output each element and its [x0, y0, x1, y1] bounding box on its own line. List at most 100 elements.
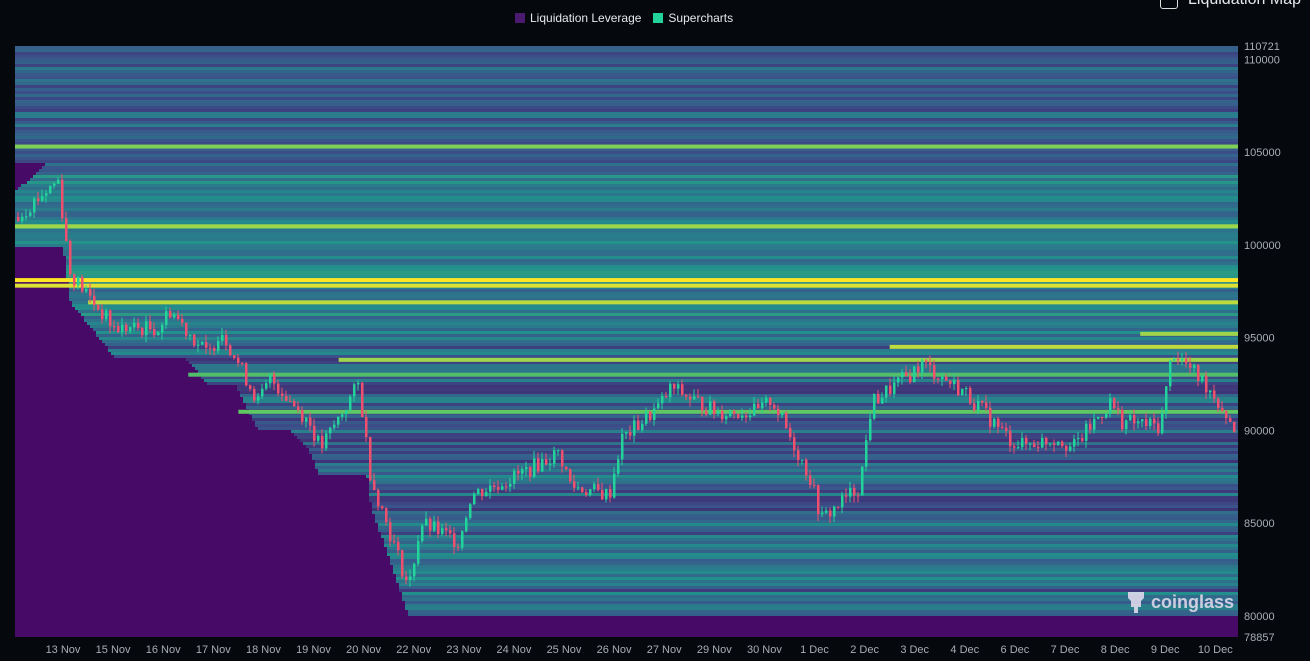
candle-body — [425, 518, 428, 526]
heatmap-row — [15, 64, 1238, 67]
heatmap-row — [258, 427, 1238, 430]
y-tick-label: 100000 — [1244, 240, 1281, 252]
candle-body — [609, 489, 612, 498]
legend-item-supercharts[interactable]: Supercharts — [653, 11, 733, 25]
candle-body — [949, 380, 952, 384]
heatmap-row — [15, 130, 1238, 133]
heatmap-row — [246, 406, 1238, 409]
candle-body — [29, 212, 32, 217]
candle-body — [801, 459, 804, 461]
candle-body — [573, 481, 576, 488]
candle-body — [1005, 427, 1008, 431]
candle-body — [245, 363, 248, 386]
candle-body — [253, 388, 256, 401]
y-tick-label: 95000 — [1244, 333, 1275, 345]
y-tick-label: 105000 — [1244, 147, 1281, 159]
candle-body — [989, 407, 992, 427]
heatmap-row — [15, 112, 1238, 115]
candle-body — [529, 466, 532, 477]
candle-body — [621, 433, 624, 460]
candle-body — [1013, 446, 1016, 448]
candle-body — [61, 179, 64, 219]
candle-body — [445, 528, 448, 531]
heatmap-row — [399, 586, 1238, 589]
candle-body — [909, 376, 912, 383]
candle-body — [1121, 409, 1124, 430]
heatmap-row — [369, 481, 1238, 484]
candle-body — [705, 410, 708, 415]
candle-body — [197, 344, 200, 346]
candle-body — [669, 383, 672, 398]
heatmap-row — [75, 307, 1238, 310]
candle-body — [45, 193, 48, 196]
legend-item-liquidation-leverage[interactable]: Liquidation Leverage — [515, 11, 641, 25]
heatmap-row — [15, 151, 1238, 154]
heatmap-row — [15, 214, 1238, 217]
candle-body — [769, 397, 772, 405]
candle-body — [285, 395, 288, 401]
candle-body — [37, 198, 40, 201]
candle-body — [789, 427, 792, 438]
candle-body — [257, 396, 260, 401]
heatmap-row — [69, 295, 1238, 298]
candle-body — [449, 530, 452, 534]
x-tick-label: 6 Dec — [1001, 644, 1030, 656]
candle-body — [745, 415, 748, 418]
heatmap-row — [294, 433, 1238, 436]
candle-body — [777, 408, 780, 416]
candle-body — [33, 198, 36, 213]
heatmap-row — [393, 565, 1238, 568]
candle-body — [337, 416, 340, 425]
heatmap-row — [15, 100, 1238, 103]
candle-body — [829, 510, 832, 517]
heatmap-row — [315, 463, 1238, 466]
heatmap-row — [69, 298, 1238, 301]
candle-body — [593, 484, 596, 490]
heatmap-row — [195, 367, 1238, 370]
heatmap-row — [312, 457, 1238, 460]
liquidation-level — [15, 144, 1238, 149]
x-tick-label: 30 Nov — [747, 644, 782, 656]
candle-body — [893, 382, 896, 394]
heatmap-row — [384, 541, 1238, 544]
candle-body — [277, 383, 280, 394]
candle-body — [1037, 447, 1040, 449]
heatmap-row — [15, 211, 1238, 214]
candle-body — [509, 483, 512, 487]
heatmap-row — [15, 52, 1238, 55]
candle-body — [1229, 418, 1232, 422]
heatmap-row — [105, 343, 1238, 346]
heatmap-row — [369, 490, 1238, 493]
candle-body — [473, 494, 476, 505]
candle-body — [605, 489, 608, 500]
heatmap-row — [390, 559, 1238, 562]
liquidation-map-toggle[interactable]: Liquidation Map — [1160, 0, 1301, 9]
heatmap-row — [372, 502, 1238, 505]
heatmap-row — [99, 337, 1238, 340]
heatmap-row — [309, 448, 1238, 451]
heatmap-row — [93, 328, 1238, 331]
candle-body — [237, 357, 240, 363]
candle-body — [689, 396, 692, 400]
candle-body — [1177, 358, 1180, 361]
heatmap-row — [399, 589, 1238, 592]
heatmap-row — [15, 73, 1238, 76]
checkbox[interactable] — [1160, 0, 1178, 9]
candle-body — [1169, 360, 1172, 387]
heatmap-row — [402, 595, 1238, 598]
candle-body — [173, 314, 176, 318]
x-tick-label: 3 Dec — [900, 644, 929, 656]
x-tick-label: 20 Nov — [346, 644, 381, 656]
candle-body — [81, 276, 84, 292]
candle-body — [581, 487, 584, 493]
heatmap-row — [15, 154, 1238, 157]
candle-body — [885, 385, 888, 398]
heatmap-row — [15, 94, 1238, 97]
candle-body — [265, 383, 268, 389]
candle-body — [1189, 363, 1192, 368]
heatmap-row — [87, 322, 1238, 325]
candle-body — [561, 450, 564, 467]
candle-body — [1173, 358, 1176, 361]
candle-body — [673, 383, 676, 389]
